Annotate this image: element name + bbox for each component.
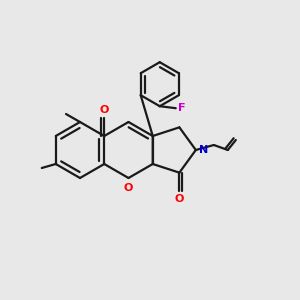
Text: O: O	[175, 194, 184, 204]
Text: O: O	[100, 105, 109, 115]
Text: F: F	[178, 103, 185, 113]
Text: O: O	[124, 183, 133, 193]
Text: N: N	[199, 145, 208, 155]
